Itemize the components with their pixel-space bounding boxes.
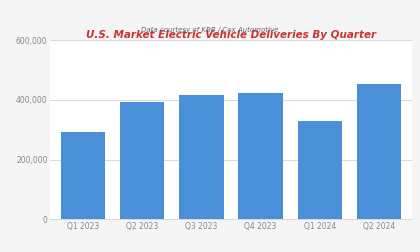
Bar <box>298 121 342 219</box>
Bar <box>179 96 223 219</box>
Bar <box>357 84 401 219</box>
Bar <box>61 133 105 219</box>
Bar <box>239 92 283 219</box>
Title: U.S. Market Electric Vehicle Deliveries By Quarter: U.S. Market Electric Vehicle Deliveries … <box>86 29 376 40</box>
Text: Data courtesy of KBB / Cox Automotive: Data courtesy of KBB / Cox Automotive <box>141 26 279 33</box>
Bar <box>120 102 164 219</box>
